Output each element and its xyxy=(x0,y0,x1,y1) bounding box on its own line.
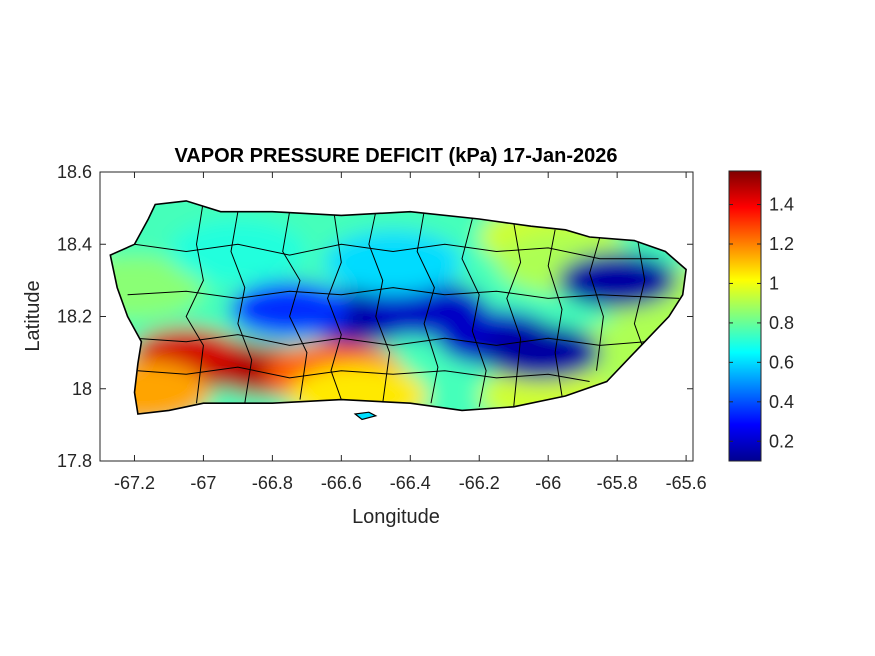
offshore-island xyxy=(353,411,378,421)
boundary-line-2 xyxy=(282,211,308,400)
plot-area xyxy=(99,171,694,462)
vpd-blob-17 xyxy=(557,252,678,309)
colorbar-tick-label: 1 xyxy=(769,273,779,293)
x-tick-label: -66.4 xyxy=(390,473,431,493)
x-tick-label: -65.8 xyxy=(597,473,638,493)
municipality-boundaries xyxy=(127,200,680,407)
x-tick-label: -66 xyxy=(535,473,561,493)
y-tick-label: 18.6 xyxy=(57,162,92,182)
colorbar: 1.4 1.2 1 0.8 0.6 0.4 0.2 xyxy=(728,170,794,462)
colorbar-tick-label: 0.6 xyxy=(769,352,794,372)
y-axis-label: Latitude xyxy=(22,280,44,351)
x-tick-label: -66.2 xyxy=(459,473,500,493)
boundary-line-4 xyxy=(368,211,391,404)
x-tick-label: -67.2 xyxy=(114,473,155,493)
boundary-line-14 xyxy=(137,366,590,382)
x-axis-label: Longitude xyxy=(352,506,440,528)
boundary-line-13 xyxy=(134,334,645,346)
boundary-line-11 xyxy=(134,243,659,260)
y-axis-ticks: 18.6 18.4 18.2 18 17.8 xyxy=(57,162,693,471)
boundary-line-3 xyxy=(326,215,342,400)
colorbar-tick-label: 0.2 xyxy=(769,431,794,451)
vpd-blob-15 xyxy=(481,324,602,381)
y-tick-label: 17.8 xyxy=(57,451,92,471)
boundary-line-10 xyxy=(633,240,646,353)
x-tick-label: -65.6 xyxy=(666,473,707,493)
x-axis-ticks: -67.2 -67 -66.8 -66.6 -66.4 -66.2 -66 -65.8 -65.… xyxy=(114,172,707,493)
boundary-line-8 xyxy=(547,229,563,397)
colorbar-tick-label: 1.2 xyxy=(769,234,794,254)
island-outline xyxy=(109,200,687,415)
colorbar-tick-label: 0.8 xyxy=(769,313,794,333)
x-tick-label: -66.6 xyxy=(321,473,362,493)
vpd-blob-18 xyxy=(324,230,463,295)
y-tick-label: 18.4 xyxy=(57,234,92,254)
y-tick-label: 18 xyxy=(72,379,92,399)
y-tick-label: 18.2 xyxy=(57,307,92,327)
chart-title: VAPOR PRESSURE DEFICIT (kPa) 17-Jan-2026 xyxy=(174,145,617,167)
boundary-line-5 xyxy=(416,211,439,404)
x-tick-label: -67 xyxy=(190,473,216,493)
boundary-line-12 xyxy=(127,287,680,299)
boundary-line-0 xyxy=(185,200,204,404)
boundary-line-7 xyxy=(506,222,522,407)
colorbar-ticks: 1.4 1.2 1 0.8 0.6 0.4 0.2 xyxy=(729,195,794,451)
vpd-blob-19 xyxy=(168,219,307,284)
colorbar-tick-label: 1.4 xyxy=(769,195,794,215)
vpd-blob-10 xyxy=(110,255,204,320)
colorbar-tick-label: 0.4 xyxy=(769,392,794,412)
x-tick-label: -66.8 xyxy=(252,473,293,493)
colorbar-gradient xyxy=(728,170,762,462)
